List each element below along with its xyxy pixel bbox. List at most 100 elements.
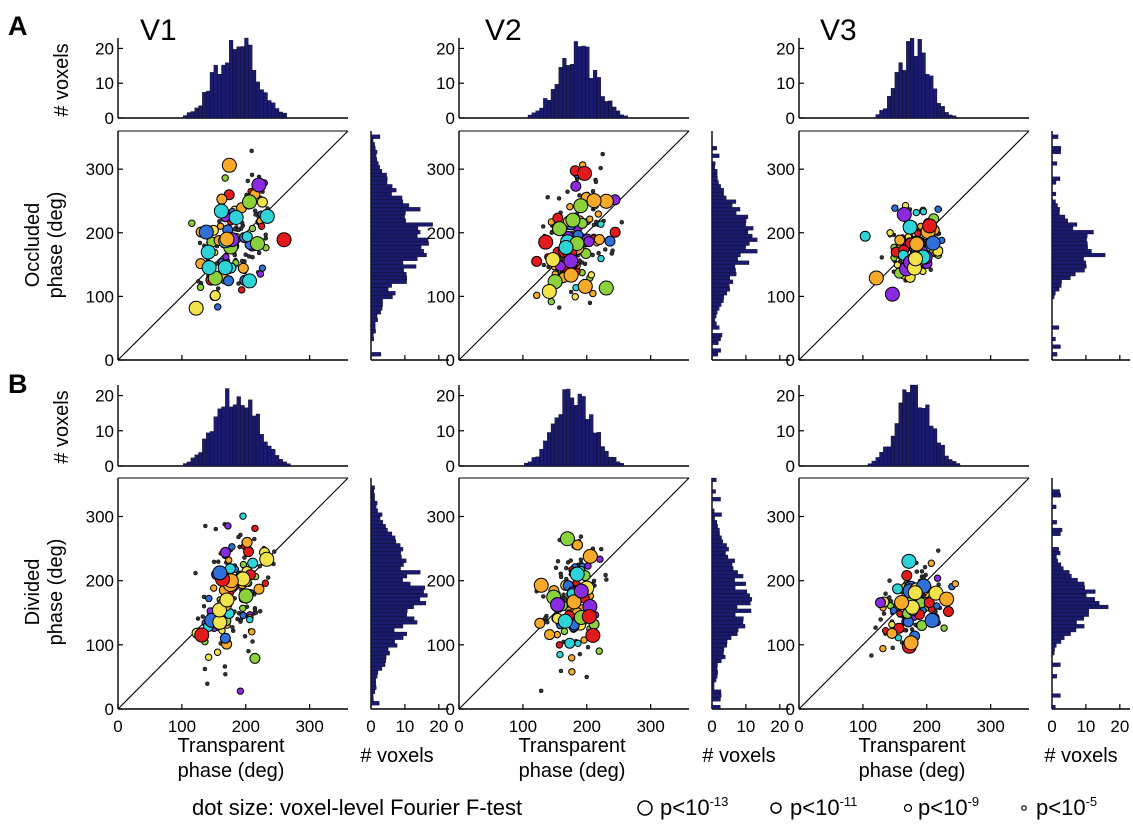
side-hist-bar bbox=[370, 287, 389, 292]
top-hist-bar bbox=[883, 108, 888, 119]
scatter-point bbox=[556, 650, 564, 659]
top-hist-bar bbox=[593, 69, 598, 119]
scatter-y-tick-label: 100 bbox=[86, 636, 114, 655]
side-hist-bar bbox=[711, 161, 716, 166]
scatter-point bbox=[935, 548, 941, 553]
top-hist-bar bbox=[604, 101, 609, 119]
side-hist-bar bbox=[711, 681, 715, 687]
top-hist-bar bbox=[213, 416, 218, 467]
side-hist-bar bbox=[1051, 230, 1094, 235]
top-hist-tick-label: 10 bbox=[776, 74, 795, 93]
side-hist-bar bbox=[1051, 264, 1087, 269]
side-hist-bar bbox=[711, 279, 734, 284]
top-hist-bar bbox=[558, 414, 563, 467]
side-hist-bar bbox=[711, 670, 719, 675]
side-hist-bar bbox=[370, 207, 421, 212]
side-hist-tick-label: 10 bbox=[395, 717, 414, 736]
top-hist-bar bbox=[887, 96, 892, 119]
top-hist-bar bbox=[275, 455, 280, 467]
scatter-point bbox=[873, 625, 878, 630]
scatter-point bbox=[560, 627, 569, 636]
side-hist-bar bbox=[711, 237, 758, 242]
scatter-point bbox=[196, 283, 205, 291]
top-hist-bar bbox=[906, 41, 911, 119]
top-hist-bar bbox=[585, 46, 590, 119]
top-hist-bar bbox=[221, 406, 226, 467]
scatter-point bbox=[940, 624, 948, 632]
legend-item-13-exp: -13 bbox=[710, 794, 729, 809]
top-hist-bar bbox=[259, 434, 264, 467]
top-hist-bar bbox=[875, 457, 880, 467]
top-hist-bar bbox=[543, 98, 548, 119]
side-hist-bar bbox=[1051, 608, 1089, 613]
top-hist-bar bbox=[600, 96, 605, 119]
side-hist-bar bbox=[711, 497, 721, 502]
top-hist-bar bbox=[925, 404, 930, 467]
top-hist-bar bbox=[240, 405, 245, 467]
side-hist-bar bbox=[370, 597, 421, 602]
side-hist-bar bbox=[1051, 149, 1061, 155]
side-hist-bar bbox=[711, 570, 738, 575]
scatter-point bbox=[908, 251, 924, 267]
top-hist-tick-label: 0 bbox=[105, 457, 114, 476]
row-a-ylabel: Occluded phase (deg) bbox=[22, 192, 67, 299]
top-hist-tick-label: 20 bbox=[95, 387, 114, 406]
side-hist-bar bbox=[711, 604, 738, 610]
top-hist-bar bbox=[213, 64, 218, 119]
side-hist-bar bbox=[370, 149, 378, 155]
side-hist-bar bbox=[1051, 287, 1060, 292]
legend-item-5-base: p<10 bbox=[1036, 795, 1086, 820]
scatter-point bbox=[586, 215, 594, 223]
scatter-point bbox=[188, 219, 196, 227]
scatter-point bbox=[577, 651, 583, 657]
side-hist-bar bbox=[370, 169, 383, 174]
top-hist-bar bbox=[577, 46, 582, 119]
top-hist-bar bbox=[616, 461, 621, 467]
scatter-point bbox=[232, 227, 238, 232]
side-hist-bar bbox=[370, 241, 429, 246]
scatter-point bbox=[582, 261, 588, 267]
side-hist-tick-label: 0 bbox=[1047, 717, 1056, 736]
scatter-point bbox=[557, 613, 573, 629]
top-hist-bar bbox=[589, 77, 594, 119]
subplot-a-v3: 0 100 200 300 0 10 20 bbox=[767, 37, 1130, 370]
top-hist-bar bbox=[929, 75, 934, 119]
top-hist-bar bbox=[616, 110, 621, 119]
scatter-point bbox=[249, 148, 254, 154]
scatter-point bbox=[890, 645, 896, 651]
top-hist-bar bbox=[566, 65, 571, 119]
top-hist-bar bbox=[198, 105, 203, 119]
side-hist-bar bbox=[1051, 222, 1078, 227]
top-hist-bar bbox=[593, 432, 598, 467]
scatter-point bbox=[247, 557, 259, 569]
side-hist-bar bbox=[711, 512, 722, 517]
xlabel-v2-line2: phase (deg) bbox=[519, 760, 626, 782]
side-hist-bar bbox=[711, 558, 735, 563]
top-hist-bar bbox=[217, 73, 222, 119]
scatter-point bbox=[886, 627, 898, 639]
top-hist-bar bbox=[562, 389, 567, 467]
scatter-point bbox=[919, 569, 925, 574]
top-hist-bar bbox=[217, 408, 222, 467]
top-hist-bar bbox=[600, 446, 605, 467]
side-hist-bar bbox=[711, 176, 718, 181]
top-hist-bar bbox=[550, 89, 555, 119]
top-hist-bar bbox=[871, 460, 876, 467]
top-hist-bar bbox=[890, 88, 895, 119]
side-hist-bar bbox=[370, 577, 403, 583]
side-hist-xlabel-v2: # voxels bbox=[702, 745, 775, 767]
top-hist-bar bbox=[206, 432, 211, 467]
top-hist-bar bbox=[879, 110, 884, 119]
scatter-point bbox=[903, 635, 919, 651]
side-hist-bar bbox=[370, 314, 378, 319]
top-hist-bar bbox=[619, 114, 624, 119]
side-hist-bar bbox=[1051, 252, 1106, 258]
scatter-point bbox=[219, 546, 231, 558]
side-hist-bar bbox=[711, 612, 736, 617]
side-hist-bar bbox=[711, 539, 723, 544]
side-hist-bar bbox=[370, 524, 386, 529]
side-hist-tick-label: 20 bbox=[429, 717, 448, 736]
side-hist-bar bbox=[1051, 643, 1057, 648]
top-hist-bar bbox=[186, 112, 191, 119]
scatter-point bbox=[591, 222, 597, 228]
